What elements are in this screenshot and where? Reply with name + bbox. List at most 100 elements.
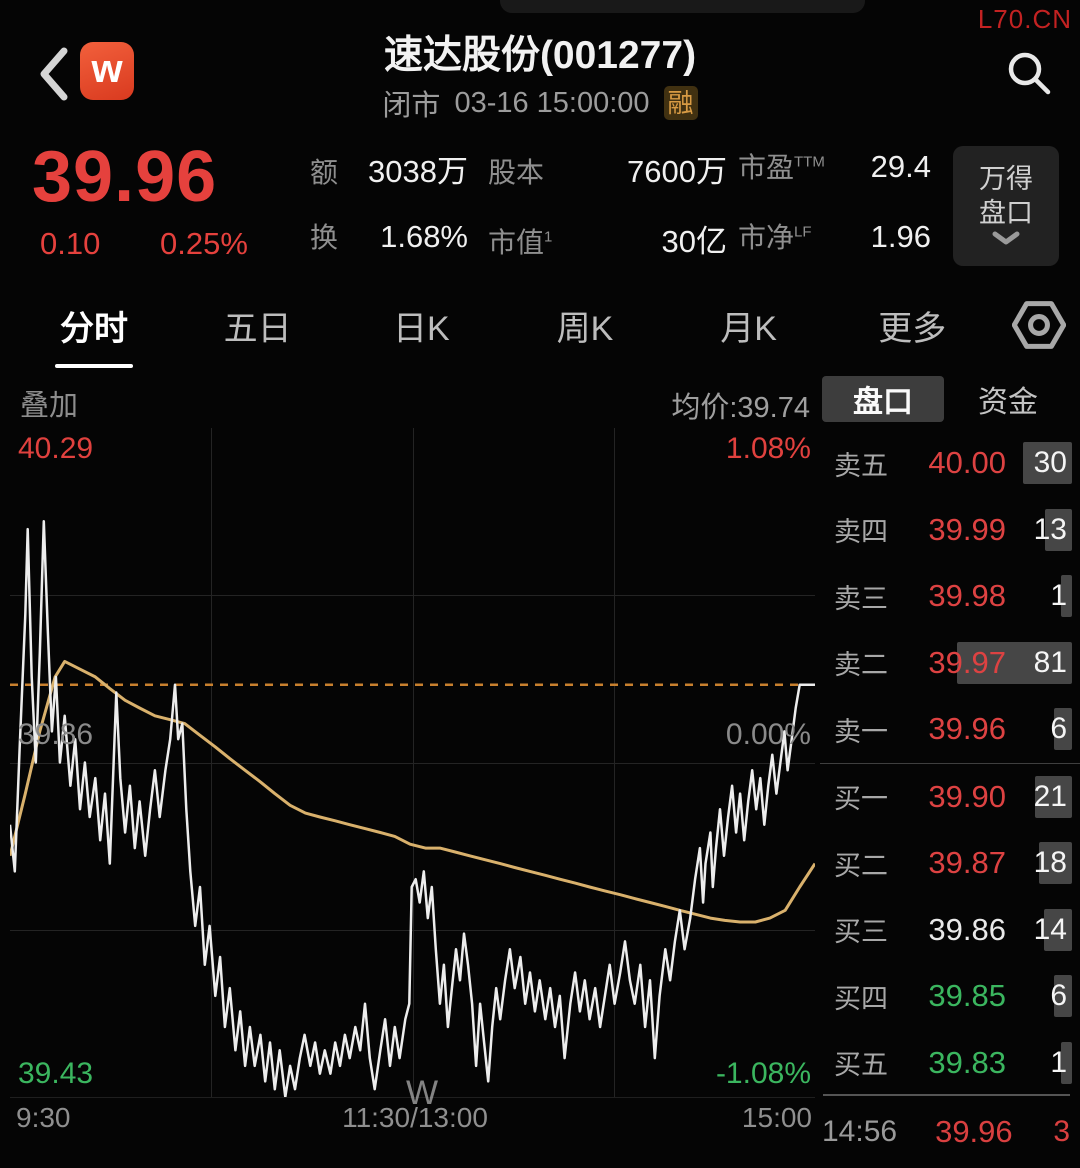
chart-low-label: 39.43 [18,1057,94,1090]
stat-value: 1.68% [380,219,468,254]
volume-bar [1023,442,1072,484]
market-status-bar: 闭市 03-16 15:00:00 融 [0,82,1080,124]
back-button[interactable] [34,44,78,104]
volume-bar [1039,842,1072,884]
level-price: 39.83 [928,1044,1006,1080]
price-change-pct: 0.25% [160,226,248,261]
level-price: 39.97 [928,644,1006,680]
wind-pankou-button[interactable]: 万得 盘口 [953,146,1059,266]
wind-pankou-line1: 万得 [979,163,1033,194]
wind-app-logo-icon: w [80,42,134,100]
orderbook-row-卖五[interactable]: 卖五 40.00 30 [820,430,1080,497]
chart-prevclose-label: 39.86 [18,718,94,751]
grid-line [10,929,815,931]
orderbook-row-买二[interactable]: 买二 39.87 18 [820,830,1080,897]
trade-volume: 3 [1053,1115,1070,1148]
tab-zijin[interactable]: 资金 [978,386,1038,419]
tab-pankou[interactable]: 盘口 [822,376,944,422]
level-price: 39.87 [928,845,1006,881]
period-tabbar: 分时 五日 日K 周K 月K 更多 [0,290,1080,360]
tab-五日[interactable]: 五日 [223,309,292,348]
chart-settings-button[interactable] [1011,298,1067,352]
stat-股本: 股本 7600万 [488,146,727,190]
level-label: 买四 [834,983,888,1014]
level-label: 买二 [834,850,888,881]
level-label: 卖一 [834,716,888,747]
stat-value: 7600万 [627,154,727,189]
stat-label: 股本 [488,157,545,188]
tab-月K[interactable]: 月K [720,309,777,348]
orderbook-row-买四[interactable]: 买四 39.85 6 [820,963,1080,1030]
level-label: 卖二 [834,650,888,681]
stat-label: 额 [310,157,339,188]
overlay-button[interactable]: 叠加 [20,390,79,422]
stat-市值: 市值1 30亿 [488,216,727,260]
orderbook-row-买一[interactable]: 买一 39.90 21 [820,762,1080,831]
chart-high-label: 40.29 [18,432,94,465]
level-volume: 81 [1033,645,1067,679]
price-change: 0.10 [40,226,101,261]
orderbook-row-卖一[interactable]: 卖一 39.96 6 [820,696,1080,763]
tab-周K[interactable]: 周K [556,309,614,348]
level-volume: 1 [1050,579,1067,613]
trade-price: 39.96 [935,1114,1013,1149]
level-label: 买三 [834,917,888,948]
level-volume: 6 [1050,979,1067,1013]
stat-换: 换 1.68% [310,216,468,260]
orderbook-row-卖四[interactable]: 卖四 39.99 13 [820,497,1080,564]
level-volume: 13 [1033,512,1067,546]
stat-label: 市盈TTM [738,152,825,183]
xaxis-close-label: 15:00 [741,1102,812,1133]
screen-notch [500,0,865,13]
wind-pankou-line2: 盘口 [979,197,1033,228]
chart-low-pct-label: -1.08% [715,1057,811,1090]
chart-high-pct-label: 1.08% [725,432,811,465]
quote-datetime: 03-16 15:00:00 [454,86,650,119]
grid-line [10,595,815,597]
orderbook-row-卖三[interactable]: 卖三 39.98 1 [820,563,1080,630]
last-price: 39.96 [32,137,218,217]
level-label: 卖五 [834,450,888,481]
level-price: 39.99 [928,511,1006,547]
stat-label: 市值1 [488,227,553,258]
tab-分时[interactable]: 分时 [30,301,158,350]
stat-市盈: 市盈TTM 29.4 [738,146,931,190]
volume-bar [1061,1041,1072,1084]
level-price: 39.85 [928,978,1006,1014]
level-price: 39.98 [928,578,1006,614]
xaxis-midday-label: 11:30/13:00 [342,1102,488,1133]
level-label: 买五 [834,1050,888,1081]
stat-市净: 市净LF 1.96 [738,216,931,260]
chart-canvas [10,520,815,1097]
volume-bar [1045,508,1072,551]
volume-bar [1054,708,1072,750]
level-volume: 1 [1050,1045,1067,1079]
market-status: 闭市 [382,90,441,122]
orderbook-row-买五[interactable]: 买五 39.83 1 [820,1030,1080,1097]
margin-trading-badge: 融 [663,86,698,120]
tab-日K[interactable]: 日K [392,309,450,348]
intraday-chart[interactable]: 40.29 1.08% 39.86 0.00% 39.43 -1.08% W [10,428,815,1112]
volume-bar [1044,908,1072,951]
xaxis-open-label: 9:30 [16,1102,71,1133]
tab-更多[interactable]: 更多 [878,309,947,348]
volume-bar [1061,575,1072,617]
volume-bar [1035,775,1072,818]
orderbook-row-买三[interactable]: 买三 39.86 14 [820,897,1080,964]
site-watermark: L70.CN [977,4,1072,34]
back-chevron-icon [34,47,78,108]
stat-value: 1.96 [870,219,931,254]
orderbook-row-卖二[interactable]: 卖二 39.97 81 [820,630,1080,697]
search-button[interactable] [1004,48,1054,98]
orderbook-bottom-divider [823,1094,1070,1096]
avg-price-label: 均价:39.74 [671,392,810,424]
quote-stats-grid: 额 3038万 股本 7600万 市盈TTM 29.4 换 1.68% 市值1 30亿 市净LF 1.… [305,146,955,271]
latest-trade-row[interactable]: 14:56 39.96 3 [822,1114,1070,1150]
trade-time: 14:56 [822,1115,898,1148]
level-price: 40.00 [928,445,1006,481]
grid-line [10,762,815,764]
level-price: 39.86 [928,911,1006,947]
stat-value: 30亿 [661,224,727,259]
stat-value: 29.4 [870,149,931,184]
stat-value: 3038万 [368,154,468,189]
